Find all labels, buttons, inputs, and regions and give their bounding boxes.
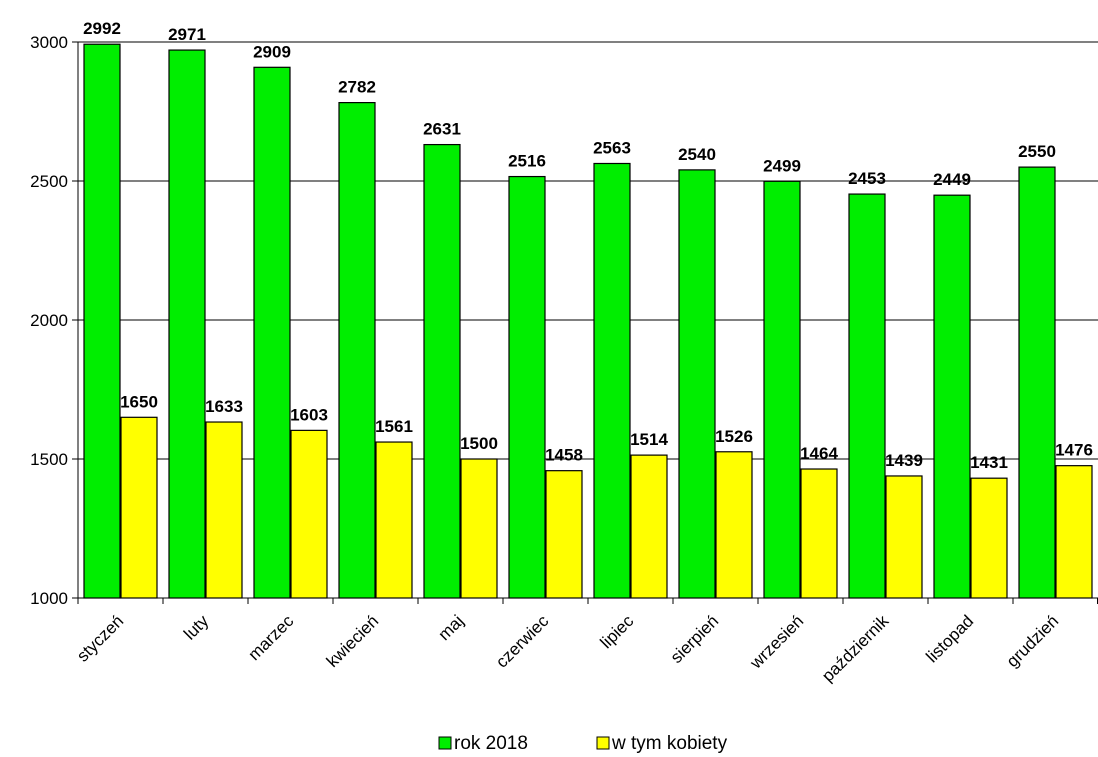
bar-rok-2018-sierpien <box>678 169 716 599</box>
axes <box>72 41 1098 604</box>
data-label-rok-2018-luty: 2971 <box>168 25 206 44</box>
data-label-rok-2018-styczen: 2992 <box>83 19 121 38</box>
bar-w-tym-kobiety-styczen <box>120 416 158 599</box>
bar-w-tym-kobiety-grudzien <box>1055 465 1093 599</box>
data-label-w-tym-kobiety-kwiecien: 1561 <box>375 417 413 436</box>
category-label-styczen: styczeń <box>73 611 127 665</box>
legend-swatch-rok-2018 <box>438 736 452 750</box>
bar-rok-2018-luty <box>168 49 206 599</box>
bar-w-tym-kobiety-kwiecien <box>375 441 413 599</box>
data-label-w-tym-kobiety-sierpien: 1526 <box>715 427 753 446</box>
bar-w-tym-kobiety-sierpien <box>715 451 753 599</box>
data-label-w-tym-kobiety-czerwiec: 1458 <box>545 446 583 465</box>
category-labels: styczeń luty marzec kwiecień maj czerwiec lipi… <box>73 611 1062 686</box>
gridlines <box>78 41 1098 460</box>
bar-rok-2018-listopad <box>933 194 971 599</box>
y-tick-label-2500: 2500 <box>30 172 68 191</box>
bar-rok-2018-maj <box>423 143 461 599</box>
category-label-maj: maj <box>435 611 468 644</box>
category-label-kwiecien: kwiecień <box>323 611 383 671</box>
category-label-sierpien: sierpień <box>667 611 723 667</box>
data-label-w-tym-kobiety-pazdziernik: 1439 <box>885 451 923 470</box>
bar-rok-2018-marzec <box>253 66 291 599</box>
data-label-rok-2018-grudzien: 2550 <box>1018 142 1056 161</box>
bar-rok-2018-kwiecien <box>338 102 376 599</box>
bar-w-tym-kobiety-luty <box>205 421 243 599</box>
category-label-czerwiec: czerwiec <box>492 611 553 672</box>
data-label-rok-2018-wrzesien: 2499 <box>763 156 801 175</box>
legend-swatch-w-tym-kobiety <box>596 736 610 750</box>
data-label-rok-2018-lipiec: 2563 <box>593 138 631 157</box>
bars <box>83 43 1093 599</box>
data-label-rok-2018-listopad: 2449 <box>933 170 971 189</box>
data-label-w-tym-kobiety-styczen: 1650 <box>120 392 158 411</box>
data-label-w-tym-kobiety-luty: 1633 <box>205 397 243 416</box>
data-label-rok-2018-pazdziernik: 2453 <box>848 169 886 188</box>
bar-rok-2018-wrzesien <box>763 180 801 599</box>
data-labels: 2992 1650 2971 1633 2909 1603 2782 1561 2631 1500… <box>83 19 1093 472</box>
bar-rok-2018-grudzien <box>1018 166 1056 599</box>
bar-w-tym-kobiety-wrzesien <box>800 468 838 599</box>
data-label-rok-2018-kwiecien: 2782 <box>338 78 376 97</box>
bar-rok-2018-pazdziernik <box>848 193 886 599</box>
legend-label-rok-2018: rok 2018 <box>454 733 528 754</box>
y-tick-label-3000: 3000 <box>30 33 68 52</box>
bar-rok-2018-czerwiec <box>508 175 546 599</box>
bar-w-tym-kobiety-maj <box>460 458 498 599</box>
data-label-w-tym-kobiety-marzec: 1603 <box>290 405 328 424</box>
data-label-w-tym-kobiety-listopad: 1431 <box>970 453 1008 472</box>
data-label-rok-2018-czerwiec: 2516 <box>508 152 546 171</box>
category-label-grudzien: grudzień <box>1003 611 1063 671</box>
category-label-marzec: marzec <box>244 611 297 664</box>
data-label-rok-2018-maj: 2631 <box>423 120 461 139</box>
category-label-listopad: listopad <box>922 611 977 666</box>
bar-rok-2018-lipiec <box>593 162 631 599</box>
bar-rok-2018-styczen <box>83 43 121 599</box>
data-label-w-tym-kobiety-wrzesien: 1464 <box>800 444 838 463</box>
bar-w-tym-kobiety-listopad <box>970 477 1008 599</box>
y-tick-label-1000: 1000 <box>30 589 68 608</box>
y-tick-label-1500: 1500 <box>30 450 68 469</box>
category-label-pazdziernik: październik <box>818 611 893 686</box>
bar-w-tym-kobiety-czerwiec <box>545 470 583 599</box>
bar-w-tym-kobiety-lipiec <box>630 454 668 599</box>
legend-label-w-tym-kobiety: w tym kobiety <box>611 733 728 754</box>
y-tick-labels: 1000 1500 2000 2500 3000 <box>30 33 68 608</box>
data-label-rok-2018-sierpien: 2540 <box>678 145 716 164</box>
bar-w-tym-kobiety-pazdziernik <box>885 475 923 599</box>
category-label-luty: luty <box>180 611 212 643</box>
category-label-lipiec: lipiec <box>596 611 637 652</box>
legend: rok 2018 w tym kobiety <box>438 733 728 754</box>
data-label-w-tym-kobiety-lipiec: 1514 <box>630 430 668 449</box>
data-label-w-tym-kobiety-grudzien: 1476 <box>1055 441 1093 460</box>
category-label-wrzesien: wrzesień <box>746 611 808 673</box>
y-tick-label-2000: 2000 <box>30 311 68 330</box>
data-label-rok-2018-marzec: 2909 <box>253 42 291 61</box>
bar-w-tym-kobiety-marzec <box>290 429 328 599</box>
data-label-w-tym-kobiety-maj: 1500 <box>460 434 498 453</box>
